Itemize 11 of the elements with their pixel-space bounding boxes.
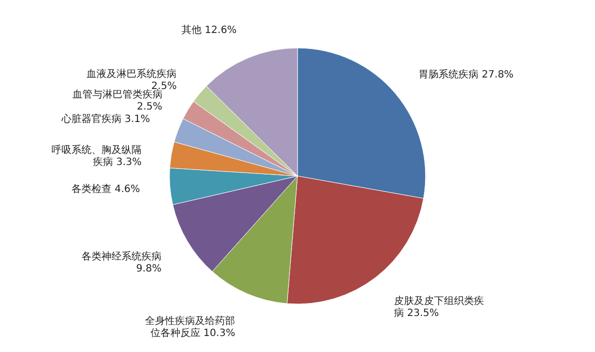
slice-label: 全身性疾病及给药部位各种反应 10.3% xyxy=(145,315,236,340)
slice-label: 其他 12.6% xyxy=(182,24,237,36)
slice-label: 各类检查 4.6% xyxy=(71,182,140,195)
slice-label: 皮肤及皮下组织类疾病 23.5% xyxy=(394,295,484,320)
slice-label: 心脏器官疾病 3.1% xyxy=(60,113,150,126)
data-label: 9.8% xyxy=(136,263,162,274)
slice-label: 呼吸系统、胸及纵隔疾病 3.3% xyxy=(52,144,142,168)
slice-label: 各类神经系统疾病 xyxy=(82,250,162,262)
data-label: 2.5% xyxy=(136,101,162,112)
slice-label: 血液及淋巴系统疾病 xyxy=(86,68,177,80)
slice-label: 胃肠系统疾病 27.8% xyxy=(418,68,514,81)
